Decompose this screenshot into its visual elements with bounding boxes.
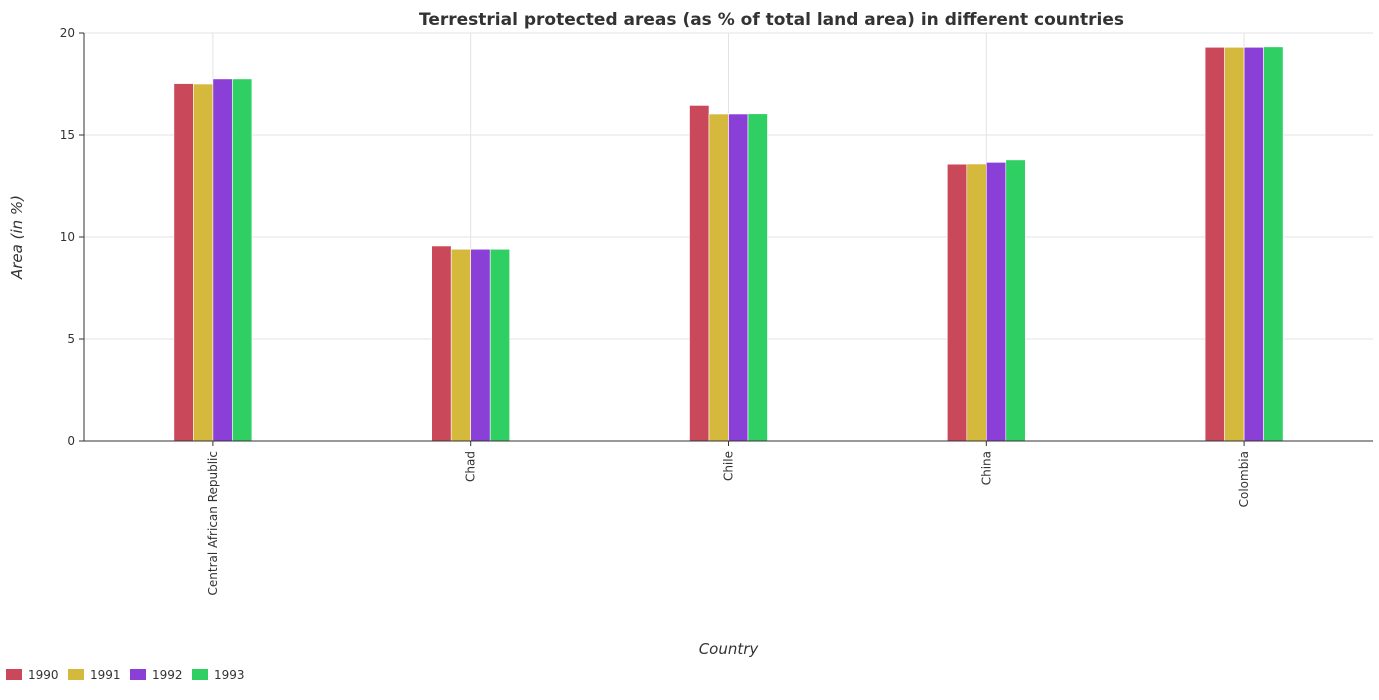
legend-label-1991: 1991 xyxy=(90,668,121,682)
legend-swatch-1993 xyxy=(192,669,208,680)
x-axis-title: Country xyxy=(699,640,760,658)
x-tick-label-group-0: Central African Republic xyxy=(206,451,220,595)
bar-1992-0 xyxy=(212,78,233,442)
x-tick-label-0: Central African Republic xyxy=(206,451,220,595)
x-tick-label-group-1: Chad xyxy=(464,451,478,482)
y-tick-label-0: 0 xyxy=(67,434,75,448)
legend-label-1993: 1993 xyxy=(214,668,245,682)
x-tick-label-1: Chad xyxy=(464,451,478,482)
x-tick-label-3: China xyxy=(979,451,993,485)
bar-1993-3 xyxy=(1005,159,1026,442)
bar-1990-3 xyxy=(946,163,968,442)
bar-1991-0 xyxy=(193,83,214,442)
legend: 1990 1991 1992 1993 xyxy=(6,668,245,682)
bar-1993-4 xyxy=(1263,46,1284,442)
bar-1990-1 xyxy=(431,245,452,442)
bars xyxy=(173,46,1284,442)
legend-label-1992: 1992 xyxy=(152,668,183,682)
bar-1991-2 xyxy=(708,113,729,442)
legend-label-1990: 1990 xyxy=(28,668,59,682)
chart-title: Terrestrial protected areas (as % of tot… xyxy=(419,10,1124,30)
x-tick-label-4: Colombia xyxy=(1237,451,1251,507)
legend-swatch-1992 xyxy=(130,669,146,680)
bar-1993-1 xyxy=(489,248,511,442)
bar-1992-1 xyxy=(470,248,491,442)
x-tick-label-2: Chile xyxy=(722,451,736,481)
x-tick-label-group-3: China xyxy=(979,451,993,485)
bar-1991-1 xyxy=(450,248,472,442)
bar-1993-0 xyxy=(232,78,253,442)
x-tick-label-group-4: Colombia xyxy=(1237,451,1251,507)
bar-1990-4 xyxy=(1204,46,1225,442)
y-axis-title: Area (in %) xyxy=(8,195,26,280)
bar-1993-2 xyxy=(747,113,768,442)
y-tick-label-1: 5 xyxy=(67,332,75,346)
bar-1990-2 xyxy=(689,105,710,442)
x-tick-label-group-2: Chile xyxy=(722,451,736,481)
bar-1991-3 xyxy=(966,163,987,442)
bar-1992-2 xyxy=(728,113,749,442)
bar-1992-4 xyxy=(1243,46,1264,442)
bar-1992-3 xyxy=(985,162,1007,442)
bar-1991-4 xyxy=(1224,46,1245,442)
axes: 0 5 10 15 20 Central African Republic Chad Chil… xyxy=(60,26,1373,595)
y-tick-label-3: 15 xyxy=(60,128,75,142)
y-tick-label-2: 10 xyxy=(60,230,75,244)
y-tick-label-4: 20 xyxy=(60,26,75,40)
bar-1990-0 xyxy=(173,83,194,442)
legend-swatch-1991 xyxy=(68,669,84,680)
legend-swatch-1990 xyxy=(6,669,22,680)
